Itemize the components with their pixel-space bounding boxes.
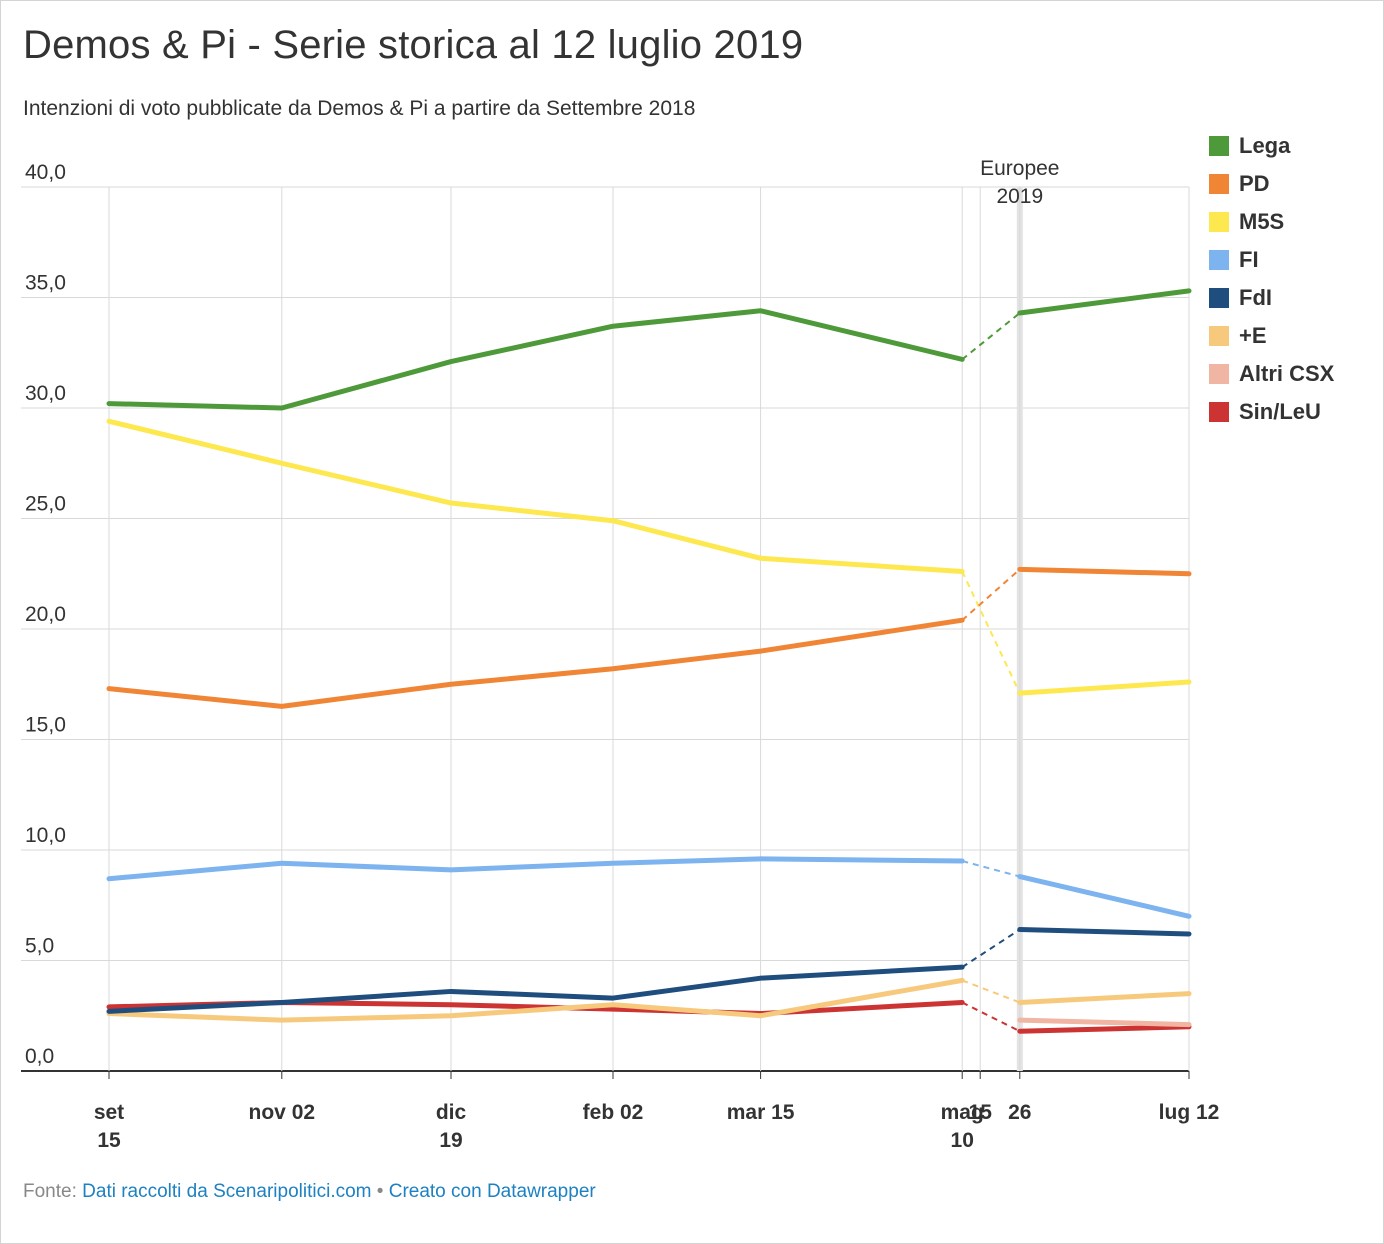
x-tick-label-line: mag: [941, 1101, 984, 1124]
legend-swatch: [1209, 136, 1229, 156]
x-tick-label-line: 10: [951, 1129, 974, 1152]
series-line-fdi: [106, 964, 965, 1014]
legend-item: Lega: [1209, 127, 1334, 165]
y-tick-label: 5,0: [25, 935, 54, 958]
legend-item: Altri CSX: [1209, 355, 1334, 393]
x-tick-label-line: lug 12: [1159, 1101, 1220, 1124]
x-tick-label: 26: [1008, 1101, 1031, 1124]
legend-item: M5S: [1209, 203, 1334, 241]
x-tick-label: dic 19: [436, 1101, 467, 1152]
legend-label: +E: [1239, 323, 1267, 348]
chart-legend: Lega PD M5S FI FdI +E Altri CSX Sin/LeU: [1209, 127, 1334, 431]
x-tick-label: feb 02: [583, 1101, 644, 1124]
x-tick-label-line: nov 02: [249, 1101, 316, 1124]
series-line-sin-leu: [1017, 1024, 1192, 1034]
x-tick-label: 15: [969, 1101, 993, 1124]
legend-item: FI: [1209, 241, 1334, 279]
series-line-fi: [1017, 874, 1192, 919]
x-tick-label: lug 12: [1159, 1101, 1220, 1124]
series-dashed--e: [961, 979, 1021, 1004]
source-link[interactable]: Dati raccolti da Scenaripolitici.com: [82, 1181, 372, 1202]
x-tick-label: mag 10: [941, 1101, 984, 1152]
series-line-m5s: [1017, 679, 1192, 696]
annotation-label: Europee 2019: [980, 157, 1059, 208]
series-line-fi: [106, 856, 965, 882]
source-prefix: Fonte:: [23, 1181, 77, 1202]
legend-label: PD: [1239, 171, 1270, 196]
chart-subtitle: Intenzioni di voto pubblicate da Demos &…: [23, 97, 696, 120]
legend-swatch: [1209, 212, 1229, 232]
footer-separator: •: [376, 1181, 384, 1202]
legend-swatch: [1209, 326, 1229, 346]
y-tick-label: 0,0: [25, 1045, 54, 1068]
legend-swatch: [1209, 288, 1229, 308]
annotation-label-line: Europee: [980, 157, 1059, 180]
legend-label: Lega: [1239, 133, 1291, 158]
legend-label: FI: [1239, 247, 1259, 272]
y-tick-label: 20,0: [25, 603, 66, 626]
legend-label: FdI: [1239, 285, 1272, 310]
series-line--e: [106, 977, 965, 1023]
series-line-pd: [1017, 566, 1192, 577]
y-tick-label: 30,0: [25, 382, 66, 405]
series-dashed-fdi: [961, 928, 1021, 968]
x-tick-label-line: 19: [439, 1129, 462, 1152]
legend-item: PD: [1209, 165, 1334, 203]
legend-swatch: [1209, 402, 1229, 422]
line-chart: 0,0 5,0 10,0 15,0 20,0 25,0 30,0 35,0 40,0 set 15 n…: [21, 157, 1220, 1152]
x-tick-label: mar 15: [727, 1101, 795, 1124]
legend-item: FdI: [1209, 279, 1334, 317]
chart-footer: Fonte: Dati raccolti da Scenaripolitici.…: [23, 1181, 596, 1203]
x-tick-label: set 15: [94, 1101, 124, 1152]
series-dashed-m5s: [961, 571, 1021, 694]
series-line-altri-csx: [1017, 1017, 1192, 1028]
series-dashed-pd: [961, 568, 1021, 621]
chart-title: Demos & Pi - Serie storica al 12 luglio …: [23, 23, 804, 67]
x-tick-label-line: dic: [436, 1101, 467, 1124]
y-tick-label: 25,0: [25, 493, 66, 516]
legend-label: M5S: [1239, 209, 1285, 234]
series-dashed-sin-leu: [961, 1001, 1021, 1033]
legend-swatch: [1209, 364, 1229, 384]
x-tick-label: nov 02: [249, 1101, 316, 1124]
y-tick-label: 15,0: [25, 714, 66, 737]
y-tick-label: 35,0: [25, 272, 66, 295]
series-line-lega: [106, 308, 965, 411]
legend-label: Sin/LeU: [1239, 399, 1321, 424]
series-line--e: [1017, 991, 1192, 1005]
series-line-lega: [1017, 288, 1192, 316]
x-tick-label-line: set: [94, 1101, 124, 1124]
x-tick-label-line: 15: [97, 1129, 121, 1152]
legend-swatch: [1209, 174, 1229, 194]
legend-label: Altri CSX: [1239, 361, 1335, 386]
x-tick-label-line: mar 15: [727, 1101, 795, 1124]
y-tick-label: 10,0: [25, 824, 66, 847]
x-tick-label-line: feb 02: [583, 1101, 644, 1124]
x-tick-label-line: 26: [1008, 1101, 1031, 1124]
series-dashed-fi: [961, 860, 1021, 878]
series-dashed-lega: [961, 312, 1021, 361]
legend-item: +E: [1209, 317, 1334, 355]
series-line-fdi: [1017, 927, 1192, 937]
annotation-label-line: 2019: [996, 185, 1043, 208]
series-line-pd: [106, 617, 965, 709]
datawrapper-link[interactable]: Creato con Datawrapper: [388, 1181, 596, 1202]
x-tick-label-line: 15: [969, 1101, 993, 1124]
legend-swatch: [1209, 250, 1229, 270]
series-line-m5s: [106, 418, 965, 575]
y-tick-label: 40,0: [25, 161, 66, 184]
legend-item: Sin/LeU: [1209, 393, 1334, 431]
